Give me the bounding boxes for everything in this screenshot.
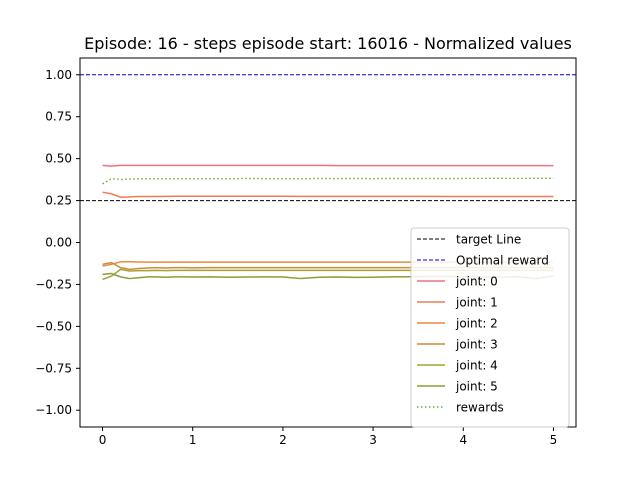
axes: 0 1 2 3 4 5 1.00 0.75 0.50 0.25 0.00 −0.25 −0.50 −0.7… xyxy=(35,57,577,447)
y-tick-label: −0.50 xyxy=(35,319,72,333)
legend-label: joint: 2 xyxy=(455,317,498,331)
y-tick-label: −0.25 xyxy=(35,277,72,291)
y-tick-label: 0.25 xyxy=(45,194,72,208)
x-tick-label: 2 xyxy=(279,433,287,447)
legend-box xyxy=(410,227,570,428)
x-tick-label: 5 xyxy=(550,433,558,447)
legend-label: Optimal reward xyxy=(456,254,549,268)
legend-label: joint: 0 xyxy=(455,275,498,289)
y-tick-label: 0.00 xyxy=(45,236,72,250)
legend-label: joint: 4 xyxy=(455,359,498,373)
x-tick-label: 3 xyxy=(369,433,377,447)
legend-label: joint: 1 xyxy=(455,296,498,310)
y-tick-label: 0.50 xyxy=(45,152,72,166)
x-tick-label: 1 xyxy=(189,433,197,447)
y-tick-label: −0.75 xyxy=(35,361,72,375)
y-tick-label: 0.75 xyxy=(45,110,72,124)
legend-label: joint: 5 xyxy=(455,380,498,394)
y-tick-label: −1.00 xyxy=(35,403,72,417)
y-tick-label: 1.00 xyxy=(45,68,72,82)
legend-label: target Line xyxy=(456,233,521,247)
x-tick-label: 4 xyxy=(459,433,467,447)
legend: target Line Optimal reward joint: 0 joint: … xyxy=(410,227,570,428)
series-line-joint-1 xyxy=(102,191,554,198)
legend-label: rewards xyxy=(456,401,504,415)
legend-label: joint: 3 xyxy=(455,338,498,352)
x-tick-label: 0 xyxy=(99,433,107,447)
series-line-joint-0 xyxy=(102,164,554,167)
chart-title: Episode: 16 - steps episode start: 16016… xyxy=(84,34,572,53)
